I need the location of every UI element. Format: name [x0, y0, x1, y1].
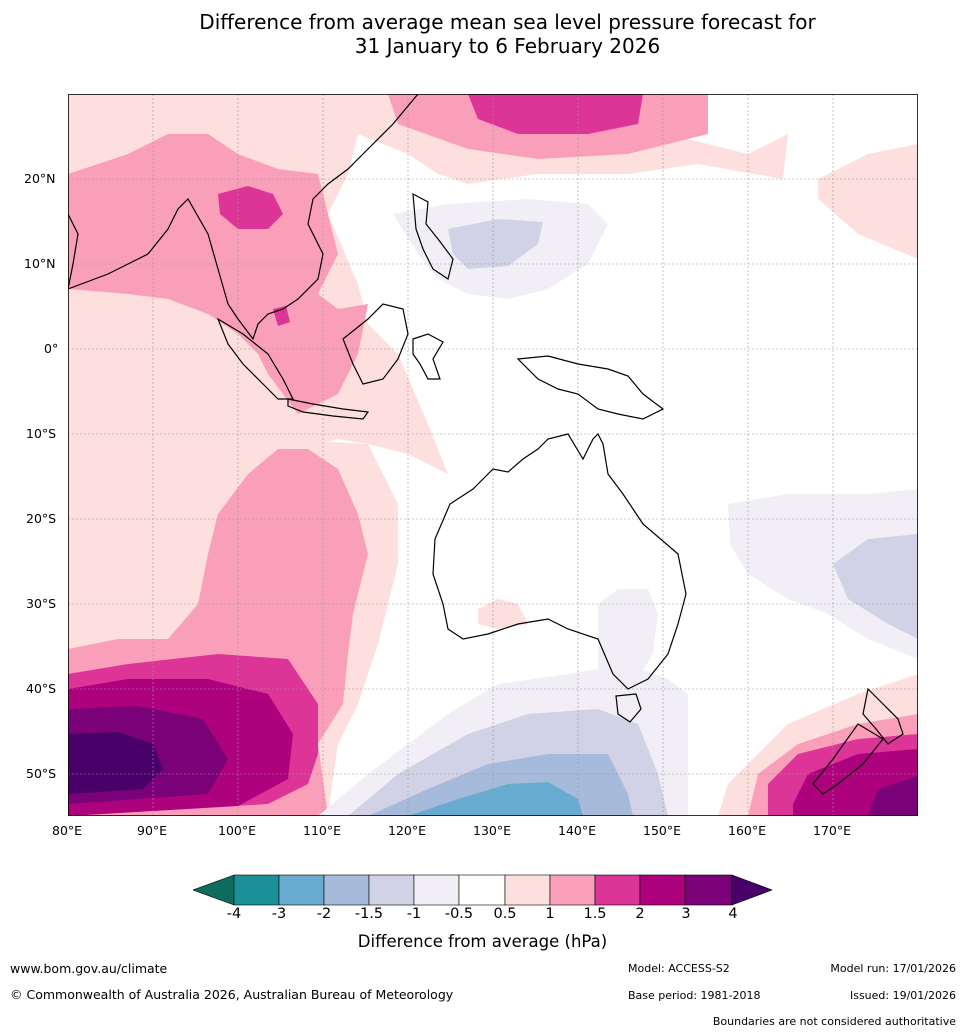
coastline-india [68, 213, 79, 290]
colorbar-segment-3-4 [684, 874, 733, 906]
pressure-anomaly-map [68, 94, 918, 816]
map-gridlines [68, 94, 918, 816]
colorbar-segment-2-3 [639, 874, 686, 906]
coastline-borneo [342, 303, 409, 385]
coastlines [68, 94, 904, 795]
coastline-new-zealand-north [862, 687, 904, 745]
lat-label-20s: 20°S [26, 511, 57, 526]
lat-label-10n: 10°N [24, 256, 56, 271]
colorbar-segment-neg1-5-neg1 [368, 874, 415, 906]
colorbar-segment-0-5-1 [504, 874, 551, 906]
map-border [68, 94, 918, 816]
coastline-new-zealand-south [812, 723, 884, 795]
lat-label-20n: 20°N [24, 171, 56, 186]
title-line-1: Difference from average mean sea level p… [199, 10, 816, 34]
coastline-new-guinea [516, 355, 665, 420]
colorbar-tick: -3 [271, 906, 287, 922]
anomaly-region-lavender-pacific [728, 489, 918, 659]
lat-label-30s: 30°S [26, 596, 57, 611]
coastline-philippines [412, 192, 454, 280]
coastline-asia-mainland [68, 94, 419, 341]
title-line-2: 31 January to 6 February 2026 [354, 34, 661, 58]
coastline-tasmania [615, 693, 642, 723]
colorbar-tick: -2 [316, 906, 332, 922]
chart-title: Difference from average mean sea level p… [0, 10, 965, 58]
lon-label-150e: 150°E [643, 823, 682, 838]
anomaly-region-magenta-indochina [218, 186, 283, 229]
colorbar-tick: 1 [545, 906, 555, 922]
model-run-date: Model run: 17/01/2026 [830, 962, 956, 975]
lon-label-130e: 130°E [473, 823, 512, 838]
colorbar [192, 874, 773, 910]
colorbar-title: Difference from average (hPa) [357, 932, 608, 951]
colorbar-segment-1-1-5 [549, 874, 596, 906]
anomaly-region-pale-pink-northeast [818, 144, 918, 259]
anomaly-region-dark-purple-tasman [868, 776, 918, 816]
lon-label-160e: 160°E [728, 823, 767, 838]
lon-label-100e: 100°E [218, 823, 257, 838]
boundaries-disclaimer: Boundaries are not considered authoritat… [712, 1015, 956, 1028]
coastline-australia [432, 432, 687, 690]
colorbar-segment-neg3-neg2 [278, 874, 325, 906]
colorbar-tick: -1.5 [354, 906, 384, 922]
lon-label-140e: 140°E [558, 823, 597, 838]
anomaly-region-darkest-purple-southwest [68, 732, 163, 794]
lat-label-50s: 50°S [26, 766, 57, 781]
coastline-sulawesi [412, 333, 444, 380]
lon-label-110e: 110°E [303, 823, 342, 838]
colorbar-svg [192, 874, 773, 906]
anomaly-region-blue-south [408, 782, 583, 816]
colorbar-segment-below-neg4 [192, 874, 235, 906]
coastline-sumatra [216, 317, 294, 400]
colorbar-tick: -0.5 [444, 906, 474, 922]
colorbar-tick: 0.5 [493, 906, 517, 922]
colorbar-tick: -1 [406, 906, 422, 922]
colorbar-segment-above-4 [731, 874, 773, 906]
anomaly-region-lilac-pacific [833, 534, 918, 639]
anomaly-region-light-pink-asia [68, 134, 368, 414]
anomaly-region-lilac-philippines [448, 219, 543, 269]
anomaly-region-pale-pink-bight [478, 599, 528, 629]
coastline-java [287, 398, 370, 420]
lat-label-10s: 10°S [26, 426, 57, 441]
lon-label-90e: 90°E [137, 823, 168, 838]
model-name: Model: ACCESS-S2 [628, 962, 730, 975]
colorbar-segment-neg1-neg0-5 [413, 874, 460, 906]
colorbar-segment-1-5-2 [594, 874, 641, 906]
anomaly-region-lavender-east [598, 589, 658, 694]
lat-label-0: 0° [44, 341, 59, 356]
lat-label-40s: 40°S [26, 681, 57, 696]
colorbar-segment-neg0-5-0-5 [458, 874, 506, 906]
colorbar-tick: -4 [226, 906, 242, 922]
colorbar-tick: 3 [681, 906, 691, 922]
colorbar-segment-neg2-neg1-5 [323, 874, 370, 906]
lon-label-120e: 120°E [388, 823, 427, 838]
colorbar-tick: 2 [635, 906, 645, 922]
base-period: Base period: 1981-2018 [628, 989, 761, 1002]
website-link[interactable]: www.bom.gov.au/climate [10, 961, 168, 976]
map-panel [68, 94, 918, 816]
colorbar-tick: 4 [728, 906, 738, 922]
colorbar-segment-neg4-neg3 [233, 874, 280, 906]
lon-label-170e: 170°E [813, 823, 852, 838]
lon-label-80e: 80°E [52, 823, 83, 838]
issued-date: Issued: 19/01/2026 [849, 989, 956, 1002]
copyright-notice: © Commonwealth of Australia 2026, Austra… [10, 987, 454, 1002]
colorbar-tick: 1.5 [583, 906, 607, 922]
anomaly-region-magenta-north [468, 94, 643, 134]
